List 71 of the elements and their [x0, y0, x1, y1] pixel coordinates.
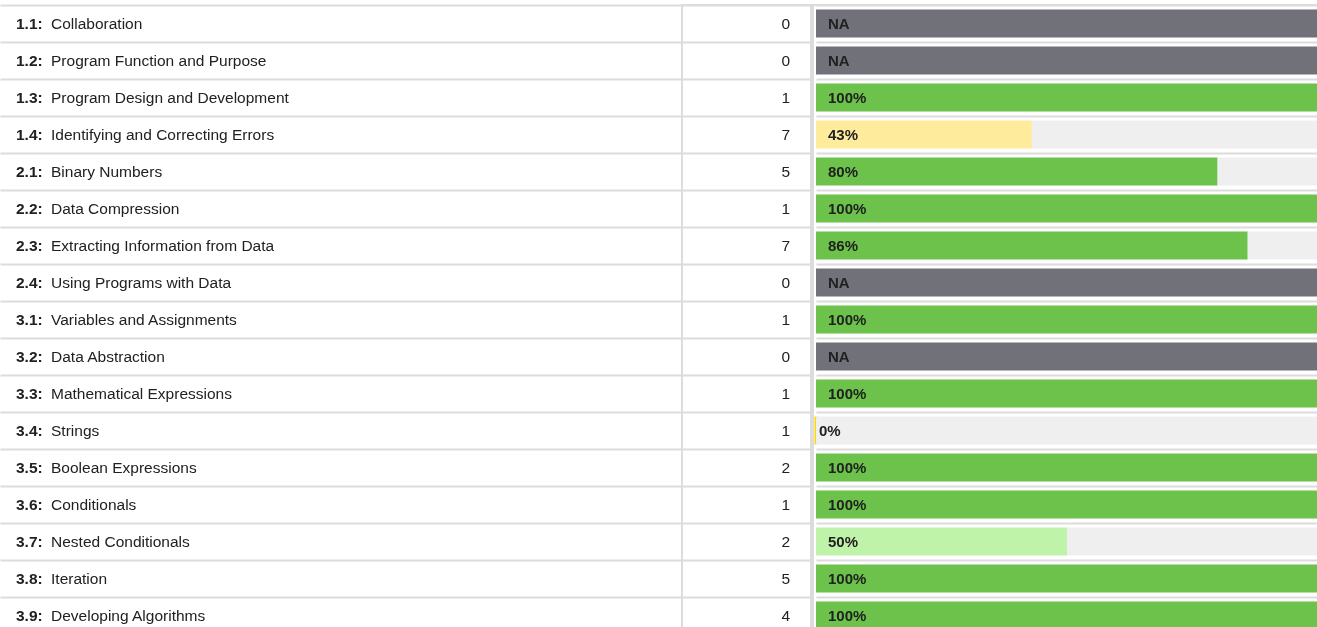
bar [816, 46, 1317, 75]
text: 0 [781, 273, 791, 291]
bar [816, 305, 1317, 334]
bar [816, 9, 1317, 38]
data-label: 100% [828, 88, 867, 106]
y-tick-label: 3.1: Variables and Assignments [16, 310, 238, 328]
text: 1 [781, 88, 790, 106]
bar [816, 194, 1317, 223]
data-label: 100% [828, 495, 867, 513]
text: 1 [781, 421, 790, 439]
y-tick-label: 3.7: Nested Conditionals [16, 532, 190, 550]
data-label: 100% [828, 606, 867, 624]
text: 1 [781, 199, 790, 217]
y-tick-label: 3.4: Strings [16, 421, 100, 439]
bar [816, 453, 1317, 482]
bar [816, 83, 1317, 112]
data-label: NA [828, 347, 850, 365]
text: 7 [781, 236, 790, 254]
bar [816, 490, 1317, 519]
text: 7 [781, 125, 790, 143]
bar [816, 416, 1317, 445]
bar [816, 120, 1032, 149]
y-tick-label: 3.8: Iteration [16, 569, 108, 587]
y-tick-label: 1.2: Program Function and Purpose [16, 51, 267, 69]
text: 1 [781, 495, 790, 513]
text: 0 [781, 14, 791, 32]
text: 0 [781, 51, 791, 69]
bar [816, 268, 1317, 297]
data-label: 100% [828, 458, 867, 476]
y-tick-label: 1.4: Identifying and Correcting Errors [16, 125, 275, 143]
y-tick-label: 3.5: Boolean Expressions [16, 458, 197, 476]
bar [816, 527, 1067, 556]
y-tick-label: 2.3: Extracting Information from Data [16, 236, 275, 254]
text: 4 [781, 606, 791, 624]
data-label: 86% [828, 236, 859, 254]
y-tick-label: 2.2: Data Compression [16, 199, 180, 217]
y-tick-label: 3.3: Mathematical Expressions [16, 384, 233, 402]
bar [816, 564, 1317, 593]
data-label: 100% [828, 569, 867, 587]
data-label: NA [828, 273, 850, 291]
data-label: 100% [828, 199, 867, 217]
text: 5 [781, 569, 790, 587]
text: 1 [781, 310, 790, 328]
bar [1247, 231, 1317, 260]
y-tick-label: 3.2: Data Abstraction [16, 347, 165, 365]
y-tick-label: 2.1: Binary Numbers [16, 162, 163, 180]
y-tick-label: 1.1: Collaboration [16, 14, 143, 32]
data-label: NA [828, 14, 850, 32]
y-tick-label: 3.9: Developing Algorithms [16, 606, 206, 624]
text: 2 [781, 532, 790, 550]
bar [816, 231, 1248, 260]
bar [816, 379, 1317, 408]
bar [816, 157, 1218, 186]
y-tick-label: 3.6: Conditionals [16, 495, 137, 513]
data-label: 50% [828, 532, 859, 550]
data-label: 100% [828, 310, 867, 328]
bar [1067, 527, 1317, 556]
data-label: 43% [828, 125, 859, 143]
data-label: 80% [828, 162, 859, 180]
y-tick-label: 2.4: Using Programs with Data [16, 273, 232, 291]
bar [1217, 157, 1317, 186]
y-tick-label: 1.3: Program Design and Development [16, 88, 290, 106]
text: 5 [781, 162, 790, 180]
bar [816, 342, 1317, 371]
data-label: 100% [828, 384, 867, 402]
text: 2 [781, 458, 790, 476]
data-label: 0% [819, 421, 841, 439]
text: 0 [781, 347, 791, 365]
data-label: NA [828, 51, 850, 69]
bar [1031, 120, 1317, 149]
text: 1 [781, 384, 790, 402]
